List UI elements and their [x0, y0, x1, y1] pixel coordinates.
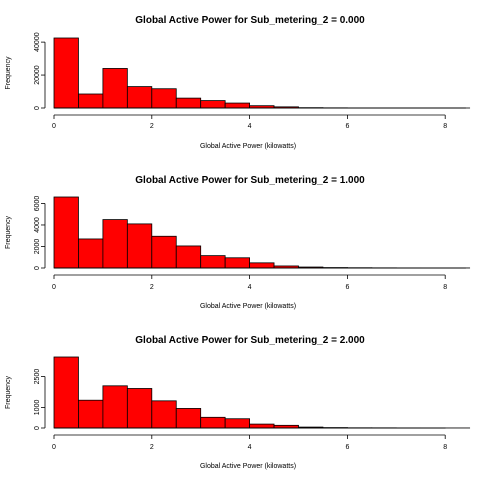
chart-title: Global Active Power for Sub_metering_2 =…	[135, 15, 365, 26]
x-tick-label: 6	[345, 123, 349, 130]
x-axis-label: Global Active Power (kilowatts)	[200, 303, 296, 310]
x-tick-label: 2	[150, 284, 154, 291]
histogram-bar	[53, 37, 79, 109]
y-tick-label: 2500	[34, 369, 41, 385]
x-tick-label: 0	[52, 284, 56, 291]
histogram-bar	[126, 223, 153, 269]
x-tick-label: 8	[443, 284, 447, 291]
y-tick-label: 4000	[34, 217, 41, 233]
histogram-bar	[102, 385, 128, 429]
histogram-bar	[151, 235, 177, 269]
y-tick-label: 0	[34, 106, 41, 110]
histogram-bar	[249, 262, 275, 269]
chart-title: Global Active Power for Sub_metering_2 =…	[135, 175, 365, 186]
x-tick-label: 4	[248, 444, 252, 451]
y-axis-label: Frequency	[5, 375, 12, 409]
histogram-panel-1: Global Active Power for Sub_metering_2 =…	[5, 15, 471, 150]
histogram-bar	[224, 257, 250, 269]
y-tick-label: 6000	[34, 196, 41, 212]
histogram-bar	[126, 388, 153, 429]
x-tick-label: 6	[345, 284, 349, 291]
x-tick-label: 4	[248, 284, 252, 291]
x-axis-label: Global Active Power (kilowatts)	[200, 143, 296, 150]
x-tick-label: 2	[150, 123, 154, 130]
histogram-bar	[249, 423, 275, 429]
y-axis-label: Frequency	[5, 215, 12, 249]
histogram-bar	[78, 238, 104, 269]
histogram-bar	[78, 399, 104, 429]
histogram-bar	[151, 400, 177, 429]
y-axis-label: Frequency	[5, 56, 12, 90]
y-tick-label: 1000	[34, 400, 41, 416]
x-tick-label: 2	[150, 444, 154, 451]
histogram-panel-3: Global Active Power for Sub_metering_2 =…	[5, 335, 471, 470]
x-tick-label: 0	[52, 444, 56, 451]
histogram-bar	[224, 102, 250, 109]
histogram-bar	[175, 97, 202, 109]
y-tick-label: 20000	[34, 65, 41, 85]
histogram-bar	[200, 100, 226, 109]
x-tick-label: 4	[248, 123, 252, 130]
x-tick-label: 0	[52, 123, 56, 130]
histogram-bar	[102, 68, 128, 109]
histogram-bar	[224, 418, 250, 429]
histogram-bar	[53, 196, 79, 269]
histogram-bar	[200, 255, 226, 269]
x-tick-label: 6	[345, 444, 349, 451]
histogram-bar	[102, 219, 128, 269]
histogram-bar	[53, 356, 79, 429]
y-tick-label: 0	[34, 426, 41, 430]
y-tick-label: 40000	[34, 32, 41, 52]
x-tick-label: 8	[443, 444, 447, 451]
chart-title: Global Active Power for Sub_metering_2 =…	[135, 335, 365, 346]
x-tick-label: 8	[443, 123, 447, 130]
histogram-bar	[200, 416, 226, 429]
histogram-bar	[126, 86, 153, 109]
x-axis-label: Global Active Power (kilowatts)	[200, 463, 296, 470]
histogram-bar	[175, 408, 202, 429]
histogram-bar	[151, 88, 177, 109]
histogram-panel-2: Global Active Power for Sub_metering_2 =…	[5, 175, 471, 310]
histogram-bar	[175, 245, 202, 269]
y-tick-label: 2000	[34, 239, 41, 255]
histogram-bar	[78, 93, 104, 109]
y-tick-label: 0	[34, 266, 41, 270]
